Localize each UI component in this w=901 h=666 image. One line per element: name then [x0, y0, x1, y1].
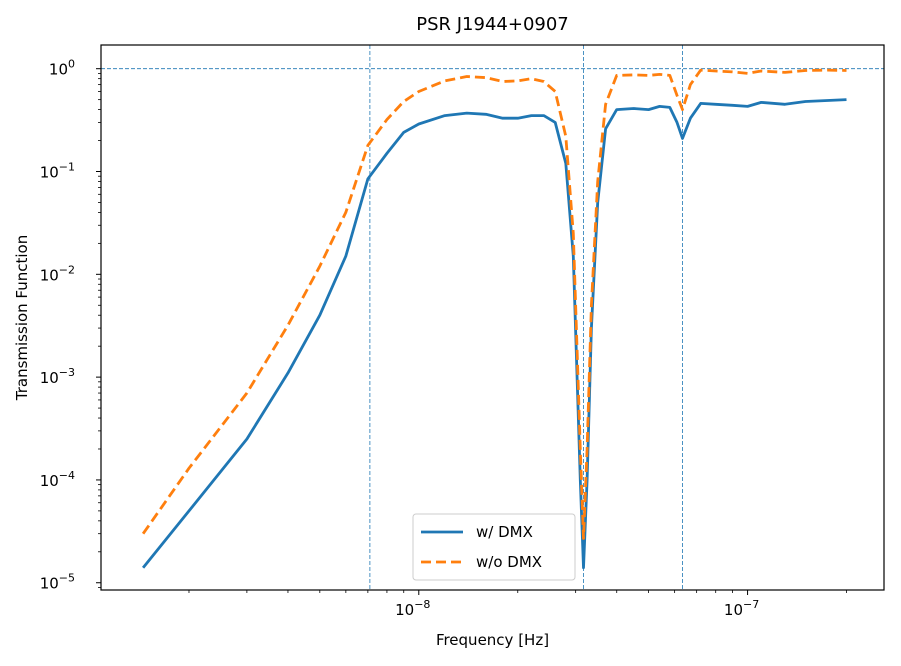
y-tick-label: 100 [49, 58, 75, 79]
y-tick-label: 10−3 [40, 366, 75, 387]
series-line-w-dmx [142, 98, 847, 570]
legend-entry-w-dmx: w/ DMX [476, 523, 533, 541]
y-tick-label: 10−5 [40, 572, 75, 593]
y-tick-label: 10−2 [40, 263, 75, 284]
reference-lines [101, 45, 884, 590]
y-tick-label: 10−1 [40, 161, 75, 182]
y-tick-label: 10−4 [40, 469, 75, 490]
plot-frame [100, 44, 885, 591]
series-layer [141, 68, 847, 570]
chart-title: PSR J1944+0907 [416, 14, 569, 35]
x-tick-label: 10−7 [724, 598, 759, 619]
series-line-wo-dmx [141, 68, 847, 540]
legend-entry-wo-dmx: w/o DMX [476, 553, 542, 571]
legend-box [412, 513, 576, 581]
y-axis-label: Transmission Function [13, 235, 31, 401]
legend: w/ DMX w/o DMX [412, 513, 576, 581]
x-tick-label: 10−8 [395, 598, 430, 619]
x-axis-label: Frequency [Hz] [436, 631, 549, 649]
